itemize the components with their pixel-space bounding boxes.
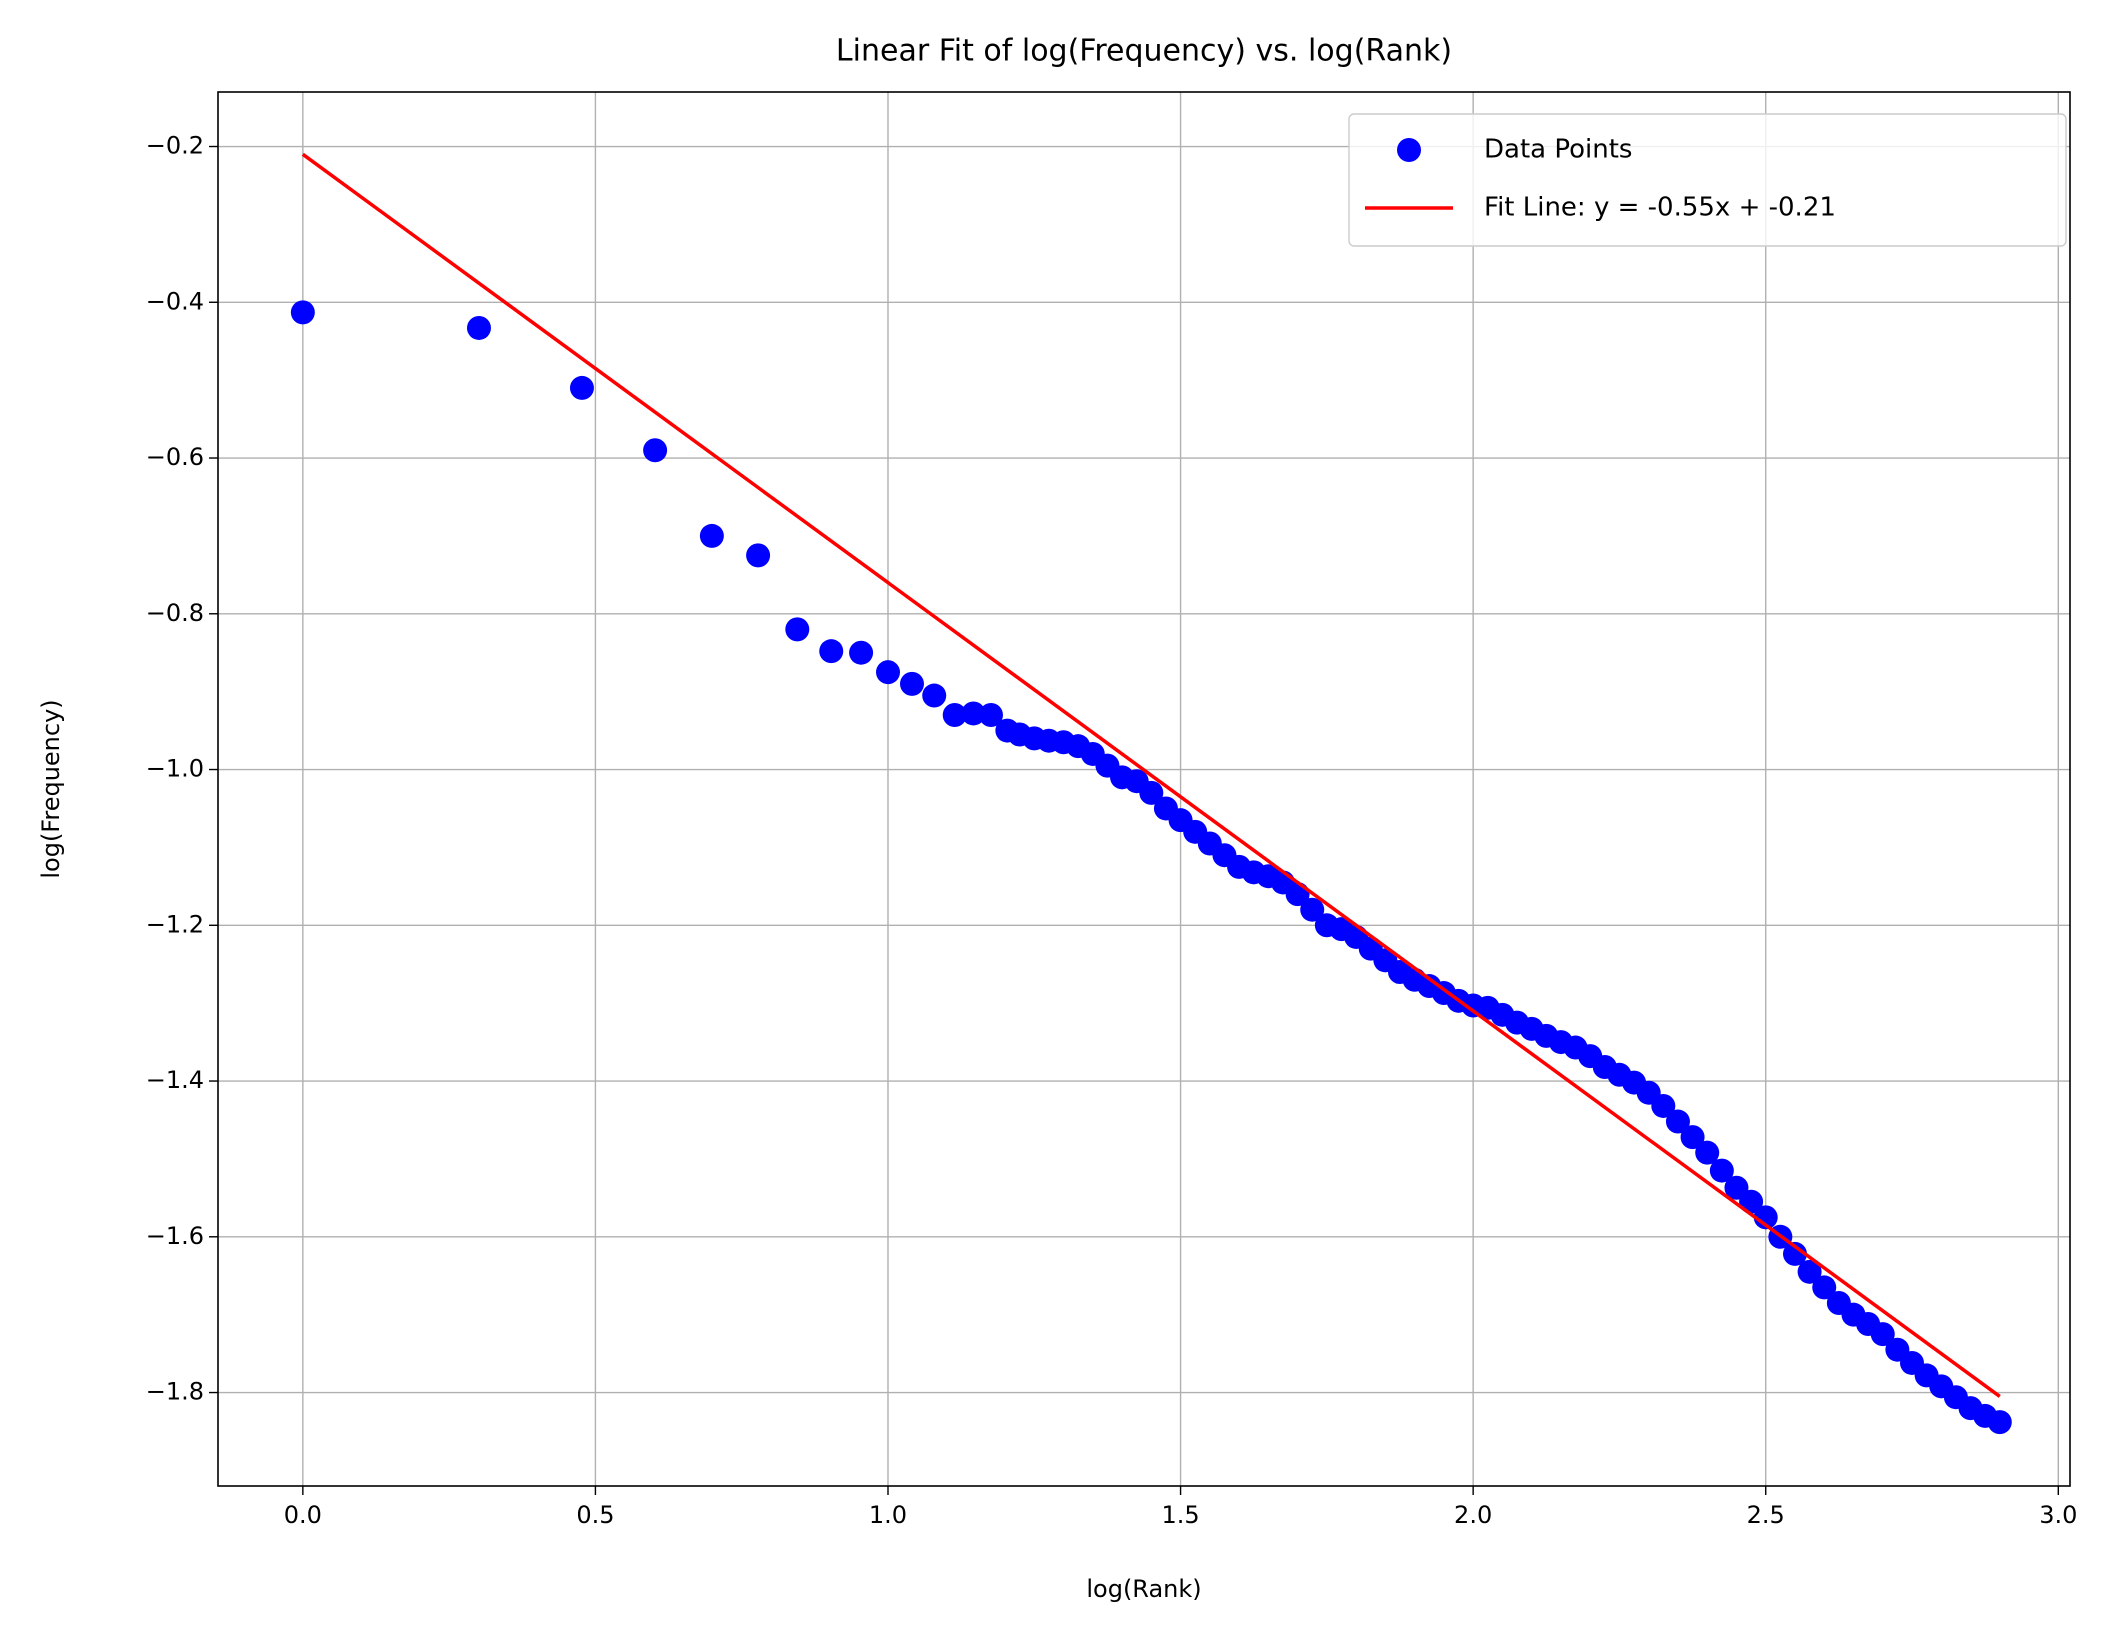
data-point — [961, 701, 986, 726]
data-point — [1987, 1410, 2012, 1435]
data-point — [978, 703, 1003, 728]
y-tick-label: −0.8 — [146, 599, 204, 627]
data-point — [785, 617, 810, 642]
data-point — [569, 375, 594, 400]
data-point — [1695, 1140, 1720, 1165]
data-point — [922, 683, 947, 708]
data-point — [1680, 1125, 1705, 1150]
data-point — [1651, 1093, 1676, 1118]
chart-title: Linear Fit of log(Frequency) vs. log(Ran… — [836, 34, 1452, 69]
data-point — [819, 639, 844, 664]
data-point — [1739, 1189, 1764, 1214]
fit-line — [301, 152, 2001, 1398]
data-point — [699, 523, 724, 548]
data-point — [942, 703, 967, 728]
data-point — [1870, 1322, 1895, 1347]
plot-frame — [217, 91, 2071, 1487]
data-point — [466, 315, 491, 340]
data-point — [1139, 780, 1164, 805]
x-tick-label: 3.0 — [2039, 1501, 2077, 1529]
data-point — [875, 660, 900, 685]
x-tick-label: 1.5 — [1161, 1501, 1199, 1529]
data-point — [746, 543, 771, 568]
x-axis-label: log(Rank) — [1086, 1575, 1201, 1603]
data-point — [1812, 1275, 1837, 1300]
data-point — [1753, 1205, 1778, 1230]
data-point — [849, 640, 874, 665]
data-point — [1797, 1259, 1822, 1284]
y-tick-label: −1.2 — [146, 910, 204, 938]
y-tick-label: −1.4 — [146, 1066, 204, 1094]
x-tick-label: 0.5 — [576, 1501, 614, 1529]
y-tick-label: −0.4 — [146, 287, 204, 315]
data-point — [899, 671, 924, 696]
data-point — [1782, 1241, 1807, 1266]
y-tick-label: −0.6 — [146, 443, 204, 471]
y-axis-label: log(Frequency) — [37, 699, 65, 878]
data-point — [290, 300, 315, 325]
legend-box — [1348, 113, 2067, 247]
y-tick-label: −1.0 — [146, 755, 204, 783]
y-tick-label: −1.8 — [146, 1378, 204, 1406]
data-point — [1665, 1109, 1690, 1134]
data-point — [643, 438, 668, 463]
x-tick-label: 0.0 — [284, 1501, 322, 1529]
legend-label: Fit Line: y = -0.55x + -0.21 — [1484, 193, 1836, 223]
data-point — [1300, 897, 1325, 922]
legend-marker — [1397, 138, 1421, 162]
data-point — [1709, 1158, 1734, 1183]
x-tick-label: 2.0 — [1454, 1501, 1492, 1529]
y-tick-label: −1.6 — [146, 1222, 204, 1250]
x-tick-label: 2.5 — [1747, 1501, 1785, 1529]
y-tick-label: −0.2 — [146, 132, 204, 160]
x-tick-label: 1.0 — [869, 1501, 907, 1529]
legend-label: Data Points — [1484, 135, 1632, 165]
